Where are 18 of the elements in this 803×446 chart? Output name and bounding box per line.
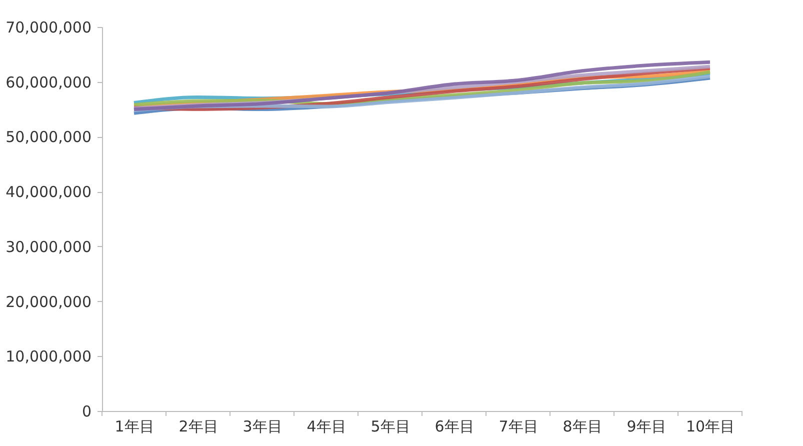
x-tick-label: 4年目 [306,418,346,436]
y-tick-label: 0 [82,402,92,420]
y-tick-label: 40,000,000 [6,183,92,202]
x-tick-label: 9年目 [626,418,666,436]
y-tick-label: 10,000,000 [6,348,92,366]
y-tick-label: 70,000,000 [6,18,92,36]
x-tick-label: 1年目 [114,418,154,436]
x-tick-label: 6年目 [434,418,474,436]
x-tick-label: 7年目 [498,418,538,436]
y-tick-label: 60,000,000 [6,73,92,92]
y-tick-label: 30,000,000 [6,238,92,256]
x-tick-label: 3年目 [242,418,282,436]
y-tick-label: 50,000,000 [6,128,92,146]
x-tick-label: 8年目 [562,418,602,436]
x-tick-label: 2年目 [178,418,218,436]
x-tick-label: 5年目 [370,418,410,436]
x-tick-label: 10年目 [686,418,736,436]
y-tick-label: 20,000,000 [6,292,92,311]
